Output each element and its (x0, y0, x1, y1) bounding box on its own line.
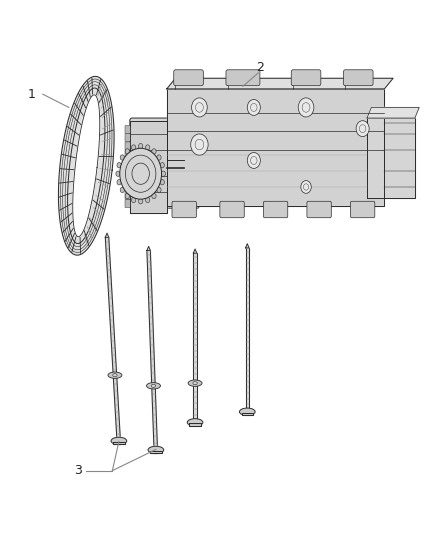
FancyBboxPatch shape (125, 142, 130, 150)
Ellipse shape (113, 374, 117, 377)
FancyBboxPatch shape (220, 201, 244, 217)
FancyBboxPatch shape (226, 70, 260, 86)
FancyBboxPatch shape (130, 118, 199, 208)
FancyBboxPatch shape (125, 191, 130, 199)
Circle shape (160, 180, 164, 185)
FancyBboxPatch shape (350, 201, 375, 217)
Circle shape (131, 145, 136, 150)
Circle shape (131, 197, 136, 203)
FancyBboxPatch shape (125, 150, 130, 158)
FancyBboxPatch shape (263, 201, 288, 217)
Circle shape (356, 120, 369, 136)
Text: 3: 3 (74, 464, 81, 477)
Circle shape (120, 187, 124, 192)
Polygon shape (367, 108, 419, 118)
Polygon shape (189, 423, 201, 425)
Circle shape (117, 163, 121, 168)
Ellipse shape (151, 384, 155, 387)
Polygon shape (167, 89, 385, 206)
FancyBboxPatch shape (125, 183, 130, 191)
Circle shape (145, 197, 150, 203)
FancyBboxPatch shape (174, 70, 203, 86)
Circle shape (191, 134, 208, 155)
Circle shape (138, 199, 143, 204)
Polygon shape (150, 451, 162, 453)
FancyBboxPatch shape (125, 200, 130, 208)
Ellipse shape (147, 383, 160, 389)
Circle shape (125, 149, 130, 154)
Polygon shape (147, 246, 150, 251)
Circle shape (120, 148, 162, 199)
Ellipse shape (111, 437, 127, 445)
Circle shape (152, 149, 156, 154)
FancyBboxPatch shape (172, 201, 196, 217)
Circle shape (301, 181, 311, 193)
Polygon shape (246, 248, 249, 407)
Circle shape (247, 152, 260, 168)
Polygon shape (73, 95, 100, 237)
Ellipse shape (187, 419, 203, 426)
FancyBboxPatch shape (307, 201, 331, 217)
Circle shape (157, 187, 161, 192)
Polygon shape (193, 253, 197, 418)
Ellipse shape (193, 382, 197, 385)
FancyBboxPatch shape (125, 125, 130, 133)
Circle shape (157, 155, 161, 160)
FancyBboxPatch shape (343, 70, 373, 86)
FancyBboxPatch shape (291, 70, 321, 86)
FancyBboxPatch shape (125, 167, 130, 175)
Ellipse shape (240, 408, 255, 416)
FancyBboxPatch shape (125, 134, 130, 142)
Polygon shape (58, 76, 114, 255)
Circle shape (152, 193, 156, 199)
Polygon shape (113, 442, 124, 444)
Circle shape (125, 193, 130, 199)
Polygon shape (193, 249, 197, 253)
FancyBboxPatch shape (125, 158, 130, 166)
Polygon shape (147, 251, 157, 445)
Circle shape (298, 98, 314, 117)
FancyBboxPatch shape (125, 175, 130, 183)
Circle shape (116, 171, 120, 176)
Ellipse shape (188, 380, 202, 386)
Ellipse shape (108, 372, 122, 378)
Circle shape (145, 145, 150, 150)
Polygon shape (246, 244, 249, 248)
Circle shape (120, 155, 124, 160)
Circle shape (160, 163, 164, 168)
Polygon shape (167, 78, 393, 89)
Polygon shape (130, 120, 167, 214)
Text: 1: 1 (28, 87, 36, 101)
Circle shape (117, 180, 121, 185)
Polygon shape (242, 413, 253, 415)
Circle shape (138, 143, 143, 149)
Polygon shape (105, 233, 109, 237)
Ellipse shape (148, 446, 164, 454)
Circle shape (247, 100, 260, 115)
Text: 2: 2 (256, 61, 264, 74)
Circle shape (191, 98, 207, 117)
Polygon shape (367, 118, 415, 198)
Polygon shape (105, 237, 120, 436)
Circle shape (161, 171, 166, 176)
